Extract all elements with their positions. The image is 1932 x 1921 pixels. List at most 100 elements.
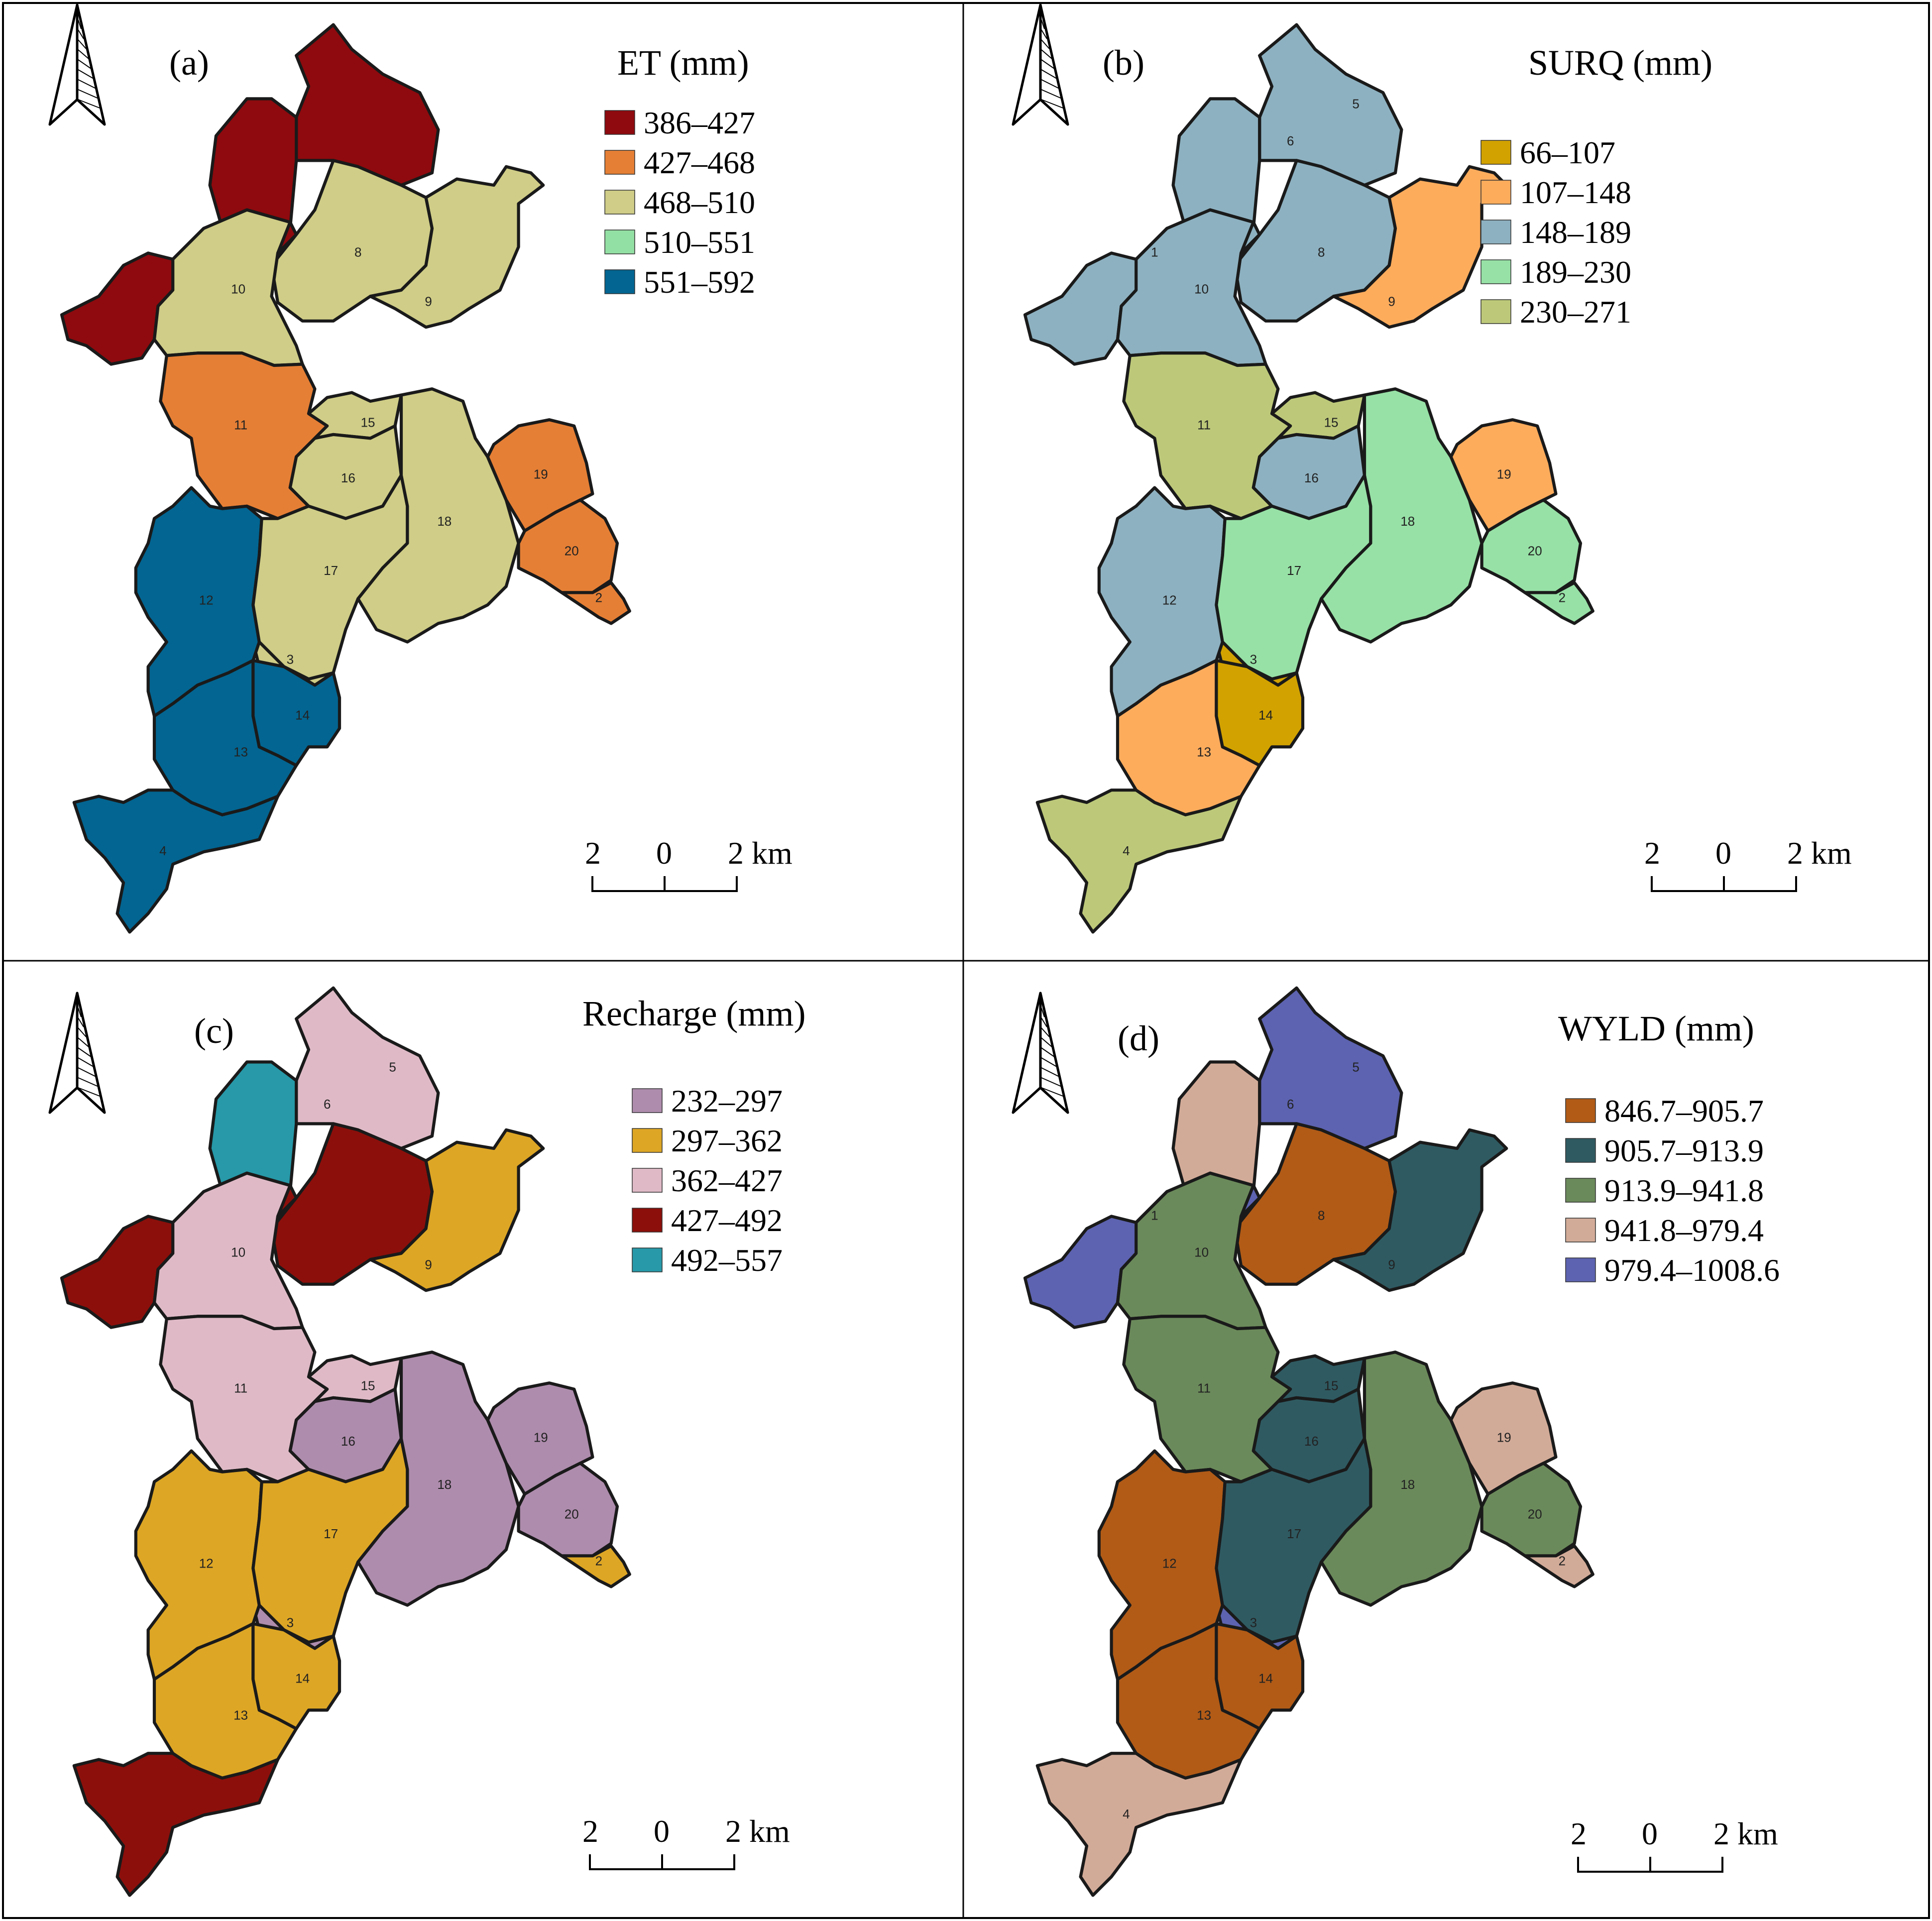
subbasin-label-12: 12	[1162, 1556, 1177, 1571]
subbasin-18	[1320, 387, 1483, 644]
panel-label-d: (d)	[1118, 1018, 1159, 1058]
subbasin-label-17: 17	[324, 563, 338, 578]
legend-label: 492–557	[671, 1243, 783, 1278]
scale-bar-left: 2	[585, 835, 601, 871]
subbasin-19	[1449, 418, 1558, 533]
legend-label: 66–107	[1520, 135, 1615, 170]
legend-swatch	[1480, 220, 1511, 244]
subbasin-label-6: 6	[1287, 133, 1294, 148]
subbasin-6	[208, 97, 298, 230]
legend-item-b-5: 230–271	[1480, 294, 1631, 330]
legend-swatch	[1565, 1178, 1596, 1203]
subbasin-label-9: 9	[425, 1257, 432, 1272]
subbasin-label-10: 10	[1194, 282, 1209, 297]
subbasin-label-12: 12	[1162, 593, 1177, 608]
panel-label-b: (b)	[1103, 43, 1144, 83]
subbasin-label-13: 13	[233, 1708, 248, 1723]
subbasin-label-1: 1	[1151, 1208, 1158, 1223]
subbasin-label-11: 11	[1197, 1380, 1211, 1395]
subbasin-20	[1480, 498, 1583, 594]
legend-title-d: WYLD (mm)	[1558, 1009, 1754, 1048]
map-d	[1023, 986, 1594, 1897]
subbasin-label-11: 11	[234, 417, 247, 432]
panel-label-a: (a)	[169, 43, 209, 83]
legend-item-b-4: 189–230	[1480, 254, 1631, 290]
subbasin-19	[1449, 1381, 1558, 1496]
subbasin-label-20: 20	[565, 543, 579, 558]
subbasin-6	[1171, 97, 1261, 230]
subbasin-4	[1035, 1752, 1243, 1897]
scale-bar-mid: 0	[1642, 1816, 1658, 1851]
legend-item-c-2: 297–362	[632, 1123, 783, 1158]
legend-item-a-3: 468–510	[604, 185, 755, 220]
scale-bar-left: 2	[1644, 835, 1660, 871]
subbasin-label-16: 16	[1304, 470, 1319, 485]
subbasin-19	[486, 1381, 594, 1496]
subbasin-label-1: 1	[1151, 244, 1158, 259]
legend-label: 362–427	[671, 1163, 783, 1198]
legend-swatch	[1480, 180, 1511, 205]
subbasin-label-3: 3	[287, 1615, 294, 1630]
scale-bar-left: 2	[1571, 1816, 1587, 1851]
legend-swatch	[1565, 1218, 1596, 1243]
subbasin-label-13: 13	[1197, 745, 1211, 760]
subbasin-label-2: 2	[595, 1554, 602, 1569]
scale-bar-right: 2 km	[1713, 1816, 1778, 1851]
subbasin-9	[1332, 1128, 1508, 1292]
subbasin-label-13: 13	[1197, 1708, 1211, 1723]
legend-item-d-1: 846.7–905.7	[1565, 1093, 1764, 1129]
subbasin-4	[1035, 789, 1243, 934]
subbasin-label-17: 17	[324, 1526, 338, 1541]
legend-label: 905.7–913.9	[1604, 1133, 1764, 1168]
scale-bar-d: 2 0 2 km	[1571, 1816, 1778, 1873]
subbasin-9	[368, 165, 545, 329]
legend-swatch	[1565, 1138, 1596, 1163]
legend-item-c-4: 427–492	[632, 1203, 783, 1238]
legend-swatch	[604, 190, 635, 215]
subbasin-label-8: 8	[1318, 1208, 1325, 1223]
subbasin-14	[1215, 1622, 1305, 1730]
legend-label: 148–189	[1520, 215, 1631, 250]
north-arrow-icon	[48, 3, 106, 126]
subbasin-label-6: 6	[324, 1097, 331, 1112]
subbasin-label-19: 19	[534, 1430, 548, 1445]
legend-label: 230–271	[1520, 294, 1631, 330]
legend-label: 979.4–1008.6	[1604, 1252, 1780, 1288]
scale-bar-a: 2 0 2 km	[585, 835, 793, 892]
subbasin-label-3: 3	[287, 652, 294, 667]
subbasin-14	[1215, 659, 1305, 767]
subbasin-label-10: 10	[231, 1245, 245, 1260]
subbasin-6	[208, 1060, 298, 1193]
scale-bar-b: 2 0 2 km	[1644, 835, 1852, 892]
legend-item-b-1: 66–107	[1480, 135, 1615, 170]
legend-label: 189–230	[1520, 254, 1631, 290]
subbasin-label-9: 9	[1388, 294, 1395, 309]
subbasin-label-10: 10	[231, 282, 245, 297]
subbasin-4	[72, 1752, 280, 1897]
legend-label: 107–148	[1520, 175, 1631, 210]
subbasin-label-14: 14	[295, 1671, 310, 1686]
legend-swatch	[632, 1168, 663, 1193]
legend-swatch	[604, 229, 635, 254]
legend-label: 232–297	[671, 1083, 783, 1119]
legend-swatch	[1565, 1257, 1596, 1282]
legend-swatch	[1565, 1098, 1596, 1123]
north-arrow-icon	[1012, 3, 1069, 126]
subbasin-label-20: 20	[565, 1506, 579, 1521]
scale-bar-right: 2 km	[728, 835, 793, 871]
subbasin-label-6: 6	[1287, 1097, 1294, 1112]
legend-item-d-5: 979.4–1008.6	[1565, 1252, 1780, 1288]
subbasin-9	[1332, 165, 1508, 329]
subbasin-label-12: 12	[199, 593, 214, 608]
scale-bar-right: 2 km	[725, 1813, 790, 1849]
subbasin-label-13: 13	[233, 745, 248, 760]
subbasin-label-19: 19	[1497, 1430, 1511, 1445]
subbasin-label-16: 16	[341, 1434, 355, 1449]
legend-item-c-3: 362–427	[632, 1163, 783, 1198]
subbasin-label-11: 11	[234, 1380, 247, 1395]
legend-label: 468–510	[644, 185, 755, 220]
subbasin-label-3: 3	[1250, 652, 1257, 667]
